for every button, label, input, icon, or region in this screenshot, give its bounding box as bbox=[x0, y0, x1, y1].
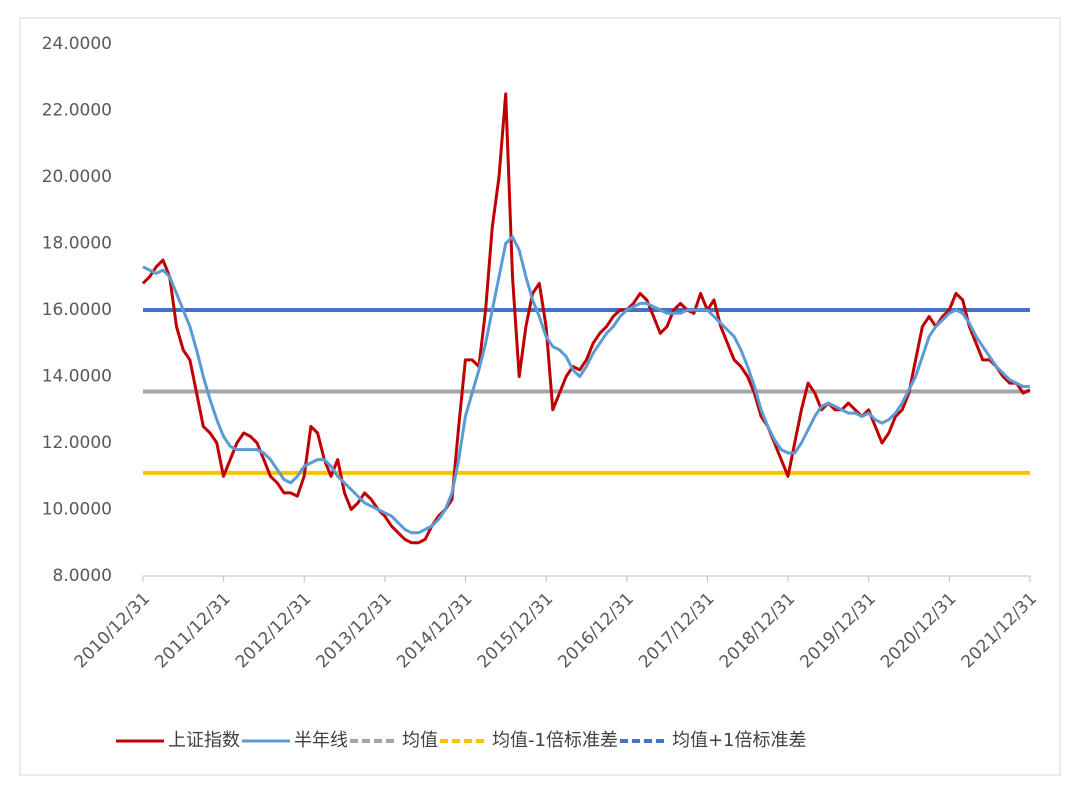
legend-label: 均值+1倍标准差 bbox=[672, 730, 807, 751]
legend-label: 上证指数 bbox=[168, 730, 240, 751]
y-tick-label: 20.0000 bbox=[42, 167, 112, 187]
legend-label: 均值 bbox=[402, 730, 438, 751]
y-tick-label: 10.0000 bbox=[42, 500, 112, 520]
y-tick-label: 22.0000 bbox=[42, 101, 112, 121]
series-line bbox=[141, 92, 1031, 545]
y-tick-label: 12.0000 bbox=[42, 433, 112, 453]
legend-label: 均值-1倍标准差 bbox=[492, 730, 618, 751]
legend-label: 半年线 bbox=[294, 730, 348, 751]
y-tick-label: 14.0000 bbox=[42, 367, 112, 387]
series-line bbox=[142, 235, 1030, 535]
y-tick-label: 18.0000 bbox=[42, 234, 112, 254]
chart-frame bbox=[19, 17, 1061, 776]
y-tick-label: 16.0000 bbox=[42, 300, 112, 320]
y-tick-label: 24.0000 bbox=[42, 34, 112, 54]
y-tick-label: 8.0000 bbox=[53, 566, 112, 586]
